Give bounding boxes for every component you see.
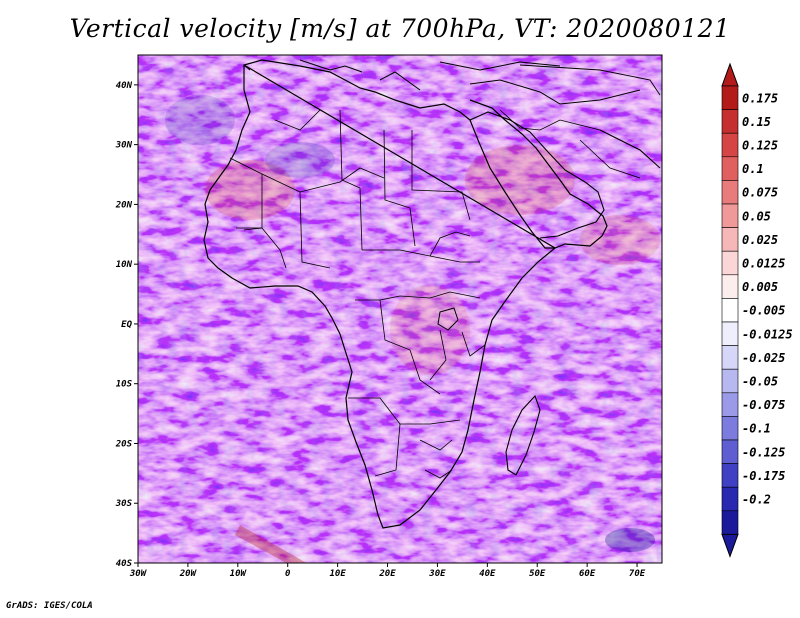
longitude-axis: 30W 20W 10W 0 10E 20E 30E 40E 50E 60E 70E [129, 563, 646, 579]
lon-tick-label: 30E [428, 569, 446, 579]
colorbar-label: 0.025 [742, 233, 778, 247]
lat-tick-label: 20N [115, 200, 133, 210]
lon-tick-label: 10E [329, 569, 346, 579]
colorbar-label: -0.005 [742, 304, 785, 318]
lon-tick-label: 10W [230, 569, 248, 579]
lon-tick-label: 20E [378, 569, 396, 579]
colorbar-label: 0.05 [742, 209, 771, 223]
colorbar-bottom-arrow [721, 533, 739, 558]
velocity-field-streaks [138, 55, 662, 563]
colorbar-swatch [721, 510, 739, 535]
colorbar-swatch [721, 439, 739, 464]
colorbar-swatch [721, 298, 739, 323]
madagascar [505, 394, 541, 476]
colorbar-label: 0.175 [742, 91, 778, 105]
colorbar-swatch [721, 250, 739, 276]
lon-tick-label: 30W [129, 569, 148, 579]
lat-tick-label: 30S [115, 499, 133, 509]
colorbar-label: -0.05 [742, 375, 778, 389]
colorbar-top-arrow [721, 62, 739, 87]
colorbar-swatch [721, 345, 739, 370]
colorbar-label: 0.0125 [742, 257, 785, 271]
colorbar-swatch [721, 392, 739, 417]
colorbar-swatch [721, 321, 739, 346]
lat-tick-label: 10N [116, 260, 133, 270]
latitude-axis: 40N 30N 20N 10N EQ 10S 20S 30S 40S [115, 81, 138, 569]
colorbar-label: -0.025 [742, 351, 785, 365]
lon-tick-label: 40E [479, 569, 496, 579]
colorbar-label: -0.175 [742, 469, 785, 483]
colorbar-label: -0.1 [742, 422, 771, 436]
colorbar-label: 0.075 [742, 186, 778, 200]
colorbar-swatch [721, 463, 739, 488]
coastline [203, 59, 608, 529]
lat-tick-label: 30N [115, 141, 133, 151]
colorbar-swatch [721, 132, 739, 158]
lon-tick-label: 0 [285, 569, 291, 579]
chart-title: Vertical velocity [m/s] at 700hPa, VT: 2… [69, 14, 731, 43]
colorbar-label: 0.125 [742, 139, 778, 153]
lat-tick-label: 40S [116, 559, 133, 569]
colorbar-swatch [721, 180, 739, 205]
plot-frame [137, 54, 663, 564]
colorbar: 0.175 0.15 0.125 0.1 0.075 0.05 0.025 0.0125 0.0… [721, 62, 793, 558]
grads-credit: GrADS: IGES/COLA [6, 601, 93, 611]
colorbar-swatch [721, 156, 739, 181]
lat-tick-label: EQ [121, 320, 132, 330]
map-overlay [165, 59, 661, 563]
colorbar-label: -0.125 [742, 445, 785, 459]
colorbar-swatch [721, 203, 739, 228]
colorbar-swatch [721, 227, 739, 252]
lon-tick-label: 20W [179, 569, 198, 579]
colorbar-swatch [721, 368, 739, 394]
colorbar-swatch [721, 85, 739, 110]
lat-tick-label: 40N [116, 81, 133, 91]
colorbar-label: -0.075 [742, 398, 785, 412]
lon-tick-label: 70E [629, 569, 646, 579]
colorbar-label: -0.2 [742, 493, 771, 507]
colorbar-swatch [721, 109, 739, 134]
lon-tick-label: 60E [579, 569, 596, 579]
colorbar-label: 0.005 [742, 280, 778, 294]
colorbar-swatch [721, 416, 739, 441]
colorbar-label: -0.0125 [742, 327, 793, 341]
lat-tick-label: 10S [116, 380, 133, 390]
colorbar-swatch [721, 486, 739, 512]
lat-tick-label: 20S [115, 439, 133, 449]
colorbar-label: 0.15 [742, 115, 771, 129]
colorbar-swatch [721, 274, 739, 299]
colorbar-label: 0.1 [742, 162, 764, 176]
lon-tick-label: 50E [529, 569, 546, 579]
